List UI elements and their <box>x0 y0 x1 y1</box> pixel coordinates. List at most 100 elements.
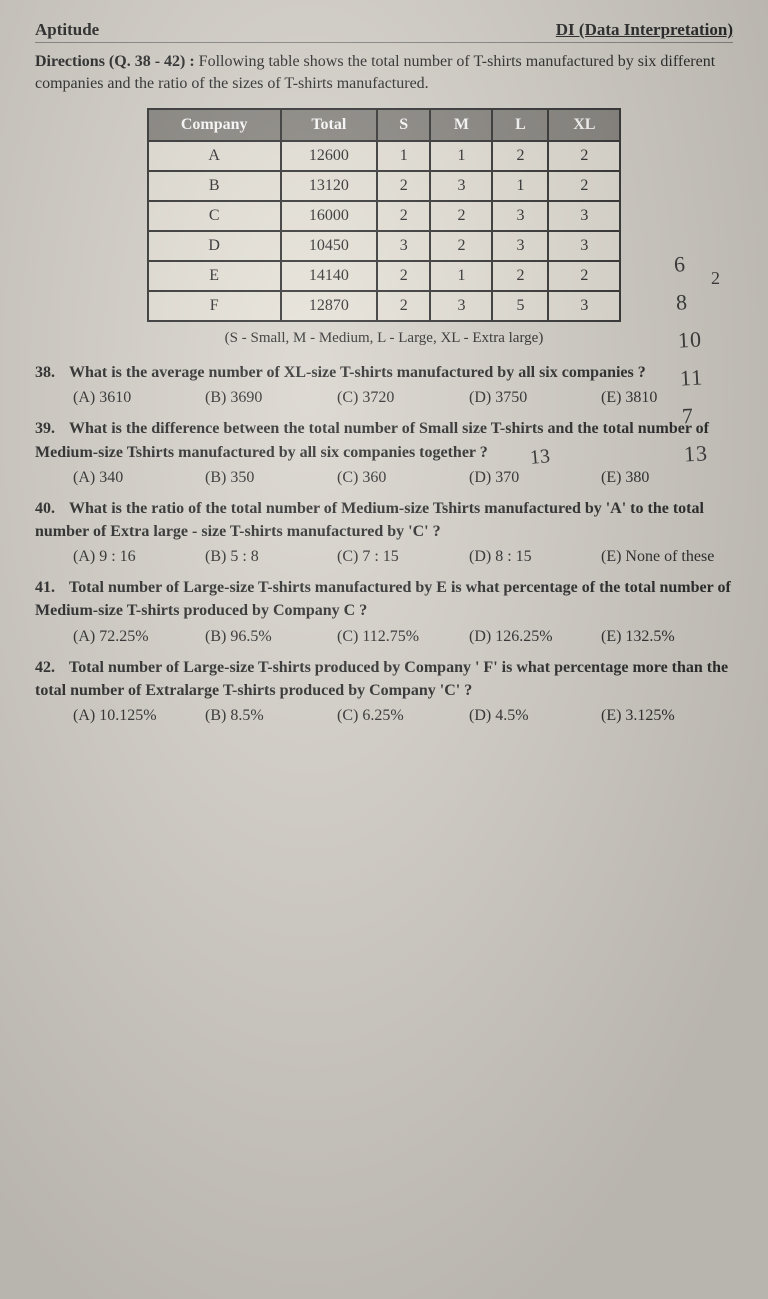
option: (E) 3810 <box>601 387 733 409</box>
handwritten-mark: 2 <box>711 268 720 289</box>
options-row: (A) 10.125%(B) 8.5%(C) 6.25%(D) 4.5%(E) … <box>73 705 733 727</box>
table-cell: 3 <box>548 291 620 321</box>
table-row: C160002233 <box>148 201 621 231</box>
table-cell: A <box>148 141 281 171</box>
question: 41.Total number of Large-size T-shirts m… <box>35 576 733 622</box>
option: (A) 340 <box>73 467 205 489</box>
option: (A) 10.125% <box>73 705 205 727</box>
col-m: M <box>430 109 492 141</box>
table-cell: 3 <box>548 231 620 261</box>
table-cell: 2 <box>430 201 492 231</box>
question: 42.Total number of Large-size T-shirts p… <box>35 656 733 702</box>
options-row: (A) 3610(B) 3690(C) 3720(D) 3750(E) 3810 <box>73 387 733 409</box>
option: (C) 360 <box>337 467 469 489</box>
option: (B) 96.5% <box>205 626 337 648</box>
option: (E) 132.5% <box>601 626 733 648</box>
table-cell: 2 <box>377 291 431 321</box>
option: (D) 370 <box>469 467 601 489</box>
header-left: Aptitude <box>35 20 99 40</box>
table-cell: 2 <box>492 261 548 291</box>
table-cell: 5 <box>492 291 548 321</box>
options-row: (A) 340(B) 350(C) 360(D) 370(E) 380 <box>73 467 733 489</box>
option: (B) 5 : 8 <box>205 546 337 568</box>
table-cell: 1 <box>492 171 548 201</box>
directions-lead: Directions (Q. 38 - 42) : <box>35 53 195 70</box>
question: 38.What is the average number of XL-size… <box>35 361 733 384</box>
options-row: (A) 72.25%(B) 96.5%(C) 112.75%(D) 126.25… <box>73 626 733 648</box>
col-total: Total <box>281 109 377 141</box>
option: (E) 3.125% <box>601 705 733 727</box>
table-cell: 3 <box>430 171 492 201</box>
table-row: E141402122 <box>148 261 621 291</box>
option: (A) 9 : 16 <box>73 546 205 568</box>
option: (C) 7 : 15 <box>337 546 469 568</box>
table-cell: 14140 <box>281 261 377 291</box>
option: (B) 350 <box>205 467 337 489</box>
option: (C) 112.75% <box>337 626 469 648</box>
question-text: What is the difference between the total… <box>35 420 709 460</box>
table-cell: 2 <box>492 141 548 171</box>
question-text: Total number of Large-size T-shirts manu… <box>35 579 731 619</box>
table-cell: 3 <box>548 201 620 231</box>
table-row: B131202312 <box>148 171 621 201</box>
question-text: What is the ratio of the total number of… <box>35 500 704 540</box>
question-number: 39. <box>35 417 69 440</box>
option: (A) 72.25% <box>73 626 205 648</box>
table-cell: D <box>148 231 281 261</box>
question: 39.What is the difference between the to… <box>35 417 733 463</box>
table-cell: 2 <box>377 261 431 291</box>
question-text: Total number of Large-size T-shirts prod… <box>35 659 728 699</box>
table-cell: 1 <box>377 141 431 171</box>
option: (C) 6.25% <box>337 705 469 727</box>
table-cell: 13120 <box>281 171 377 201</box>
col-company: Company <box>148 109 281 141</box>
table-caption: (S - Small, M - Medium, L - Large, XL - … <box>35 330 733 347</box>
option: (A) 3610 <box>73 387 205 409</box>
question-text: What is the average number of XL-size T-… <box>69 364 646 381</box>
table-cell: 1 <box>430 261 492 291</box>
option: (E) None of these <box>601 546 733 568</box>
hw-val: 10 <box>677 320 703 359</box>
options-row: (A) 9 : 16(B) 5 : 8(C) 7 : 15(D) 8 : 15(… <box>73 546 733 568</box>
table-cell: 2 <box>548 141 620 171</box>
table-row: D104503233 <box>148 231 621 261</box>
page-header: Aptitude DI (Data Interpretation) <box>35 20 733 43</box>
handwritten-mark-2: 13 <box>529 445 551 470</box>
table-cell: 2 <box>548 171 620 201</box>
table-cell: 16000 <box>281 201 377 231</box>
hw-val: 7 <box>681 396 707 435</box>
table-cell: B <box>148 171 281 201</box>
option: (E) 380 <box>601 467 733 489</box>
hw-val: 8 <box>675 282 701 321</box>
table-cell: 12600 <box>281 141 377 171</box>
option: (D) 8 : 15 <box>469 546 601 568</box>
col-l: L <box>492 109 548 141</box>
table-cell: E <box>148 261 281 291</box>
col-s: S <box>377 109 431 141</box>
header-right: DI (Data Interpretation) <box>556 20 733 40</box>
table-cell: 3 <box>377 231 431 261</box>
question: 40.What is the ratio of the total number… <box>35 497 733 543</box>
table-cell: 3 <box>430 291 492 321</box>
table-row: F128702353 <box>148 291 621 321</box>
question-number: 41. <box>35 576 69 599</box>
table-cell: 3 <box>492 231 548 261</box>
table-cell: 10450 <box>281 231 377 261</box>
table-cell: C <box>148 201 281 231</box>
option: (D) 126.25% <box>469 626 601 648</box>
table-row: A126001122 <box>148 141 621 171</box>
hw-val: 11 <box>679 358 705 397</box>
table-cell: 1 <box>430 141 492 171</box>
col-xl: XL <box>548 109 620 141</box>
option: (D) 4.5% <box>469 705 601 727</box>
directions-block: Directions (Q. 38 - 42) : Following tabl… <box>35 51 733 94</box>
option: (C) 3720 <box>337 387 469 409</box>
hw-val: 13 <box>683 434 709 473</box>
option: (B) 8.5% <box>205 705 337 727</box>
option: (B) 3690 <box>205 387 337 409</box>
hw-val: 6 <box>673 245 699 284</box>
table-cell: 3 <box>492 201 548 231</box>
table-cell: 2 <box>430 231 492 261</box>
table-cell: 2 <box>548 261 620 291</box>
data-table: Company Total S M L XL A126001122B131202… <box>147 108 622 322</box>
